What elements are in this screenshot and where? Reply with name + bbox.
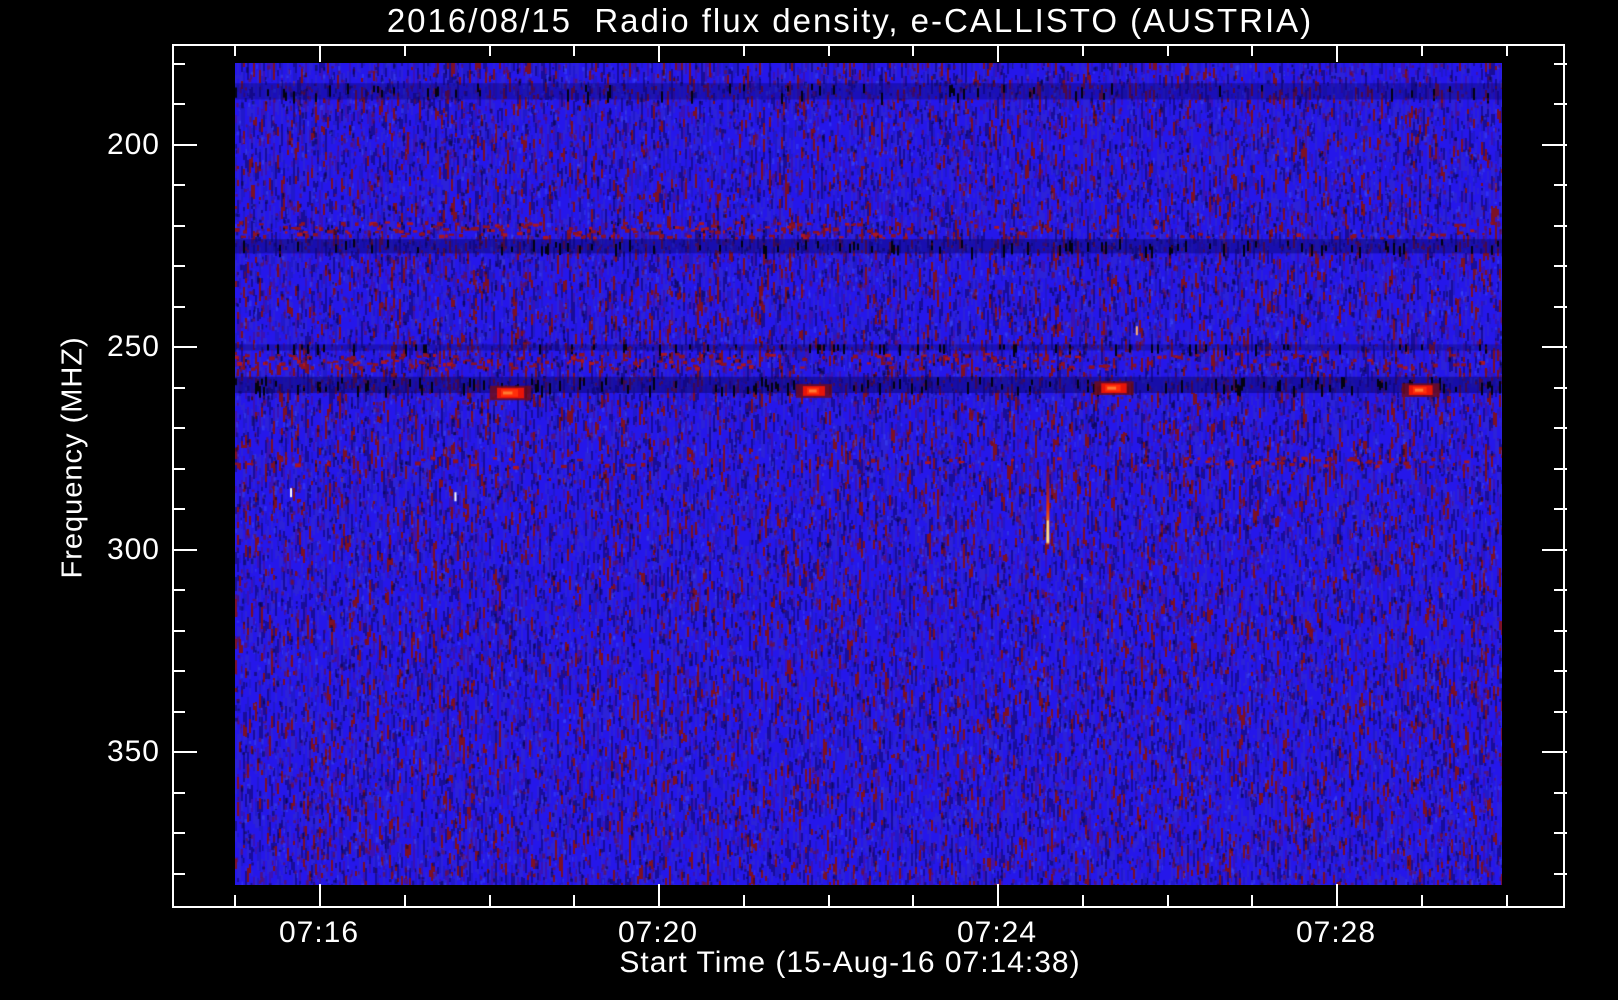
tick-mark [1167,895,1169,908]
x-tick-label: 07:28 [1295,916,1377,949]
tick-mark [828,44,830,56]
tick-mark [1554,103,1567,105]
tick-mark [1336,884,1338,908]
tick-mark [1554,630,1567,632]
tick-mark [573,895,575,908]
tick-mark [1167,44,1169,56]
tick-mark [1421,895,1423,908]
tick-mark [1554,873,1567,875]
tick-mark [997,884,999,908]
tick-mark [1421,44,1423,56]
tick-mark [658,884,660,908]
tick-mark [1554,184,1567,186]
tick-mark [172,549,197,551]
tick-mark [912,895,914,908]
tick-mark [172,346,197,348]
tick-mark [1554,670,1567,672]
tick-mark [658,44,660,62]
tick-mark [234,44,236,56]
y-axis-title: Frequency (MHZ) [56,336,89,579]
tick-mark [319,884,321,908]
tick-mark [1554,792,1567,794]
tick-mark [573,44,575,56]
tick-mark [172,225,185,227]
tick-mark [1506,895,1508,908]
y-tick-label: 200 [106,127,160,161]
tick-mark [1251,895,1253,908]
tick-mark [743,44,745,56]
tick-mark [1554,265,1567,267]
tick-mark [1542,346,1567,348]
y-tick-label: 350 [106,735,160,769]
tick-mark [489,44,491,56]
tick-mark [404,895,406,908]
tick-mark [1506,44,1508,56]
x-tick-label: 07:16 [278,916,360,949]
tick-mark [489,895,491,908]
tick-mark [172,468,185,470]
tick-mark [172,508,185,510]
tick-mark [172,103,185,105]
tick-mark [1542,751,1567,753]
tick-mark [172,630,185,632]
tick-mark [172,427,185,429]
tick-mark [1554,225,1567,227]
tick-mark [172,751,197,753]
spectrogram-canvas [235,63,1502,885]
tick-mark [997,44,999,62]
tick-mark [1554,63,1567,65]
tick-mark [172,711,185,713]
tick-mark [1554,427,1567,429]
tick-mark [172,589,185,591]
y-tick-label: 300 [106,532,160,566]
tick-mark [1082,44,1084,56]
tick-mark [912,44,914,56]
x-tick-label: 07:20 [617,916,699,949]
tick-mark [172,306,185,308]
y-tick-label: 250 [106,330,160,364]
tick-mark [172,184,185,186]
x-axis-title: Start Time (15-Aug-16 07:14:38) [619,946,1081,979]
tick-mark [172,265,185,267]
tick-mark [1554,832,1567,834]
tick-mark [404,44,406,56]
tick-mark [1542,144,1567,146]
tick-mark [319,44,321,62]
tick-mark [1542,549,1567,551]
tick-mark [828,895,830,908]
tick-mark [1251,44,1253,56]
tick-mark [1554,711,1567,713]
x-tick-label: 07:24 [956,916,1038,949]
tick-mark [743,895,745,908]
chart-title: 2016/08/15 Radio flux density, e-CALLIST… [386,2,1314,39]
tick-mark [1554,387,1567,389]
tick-mark [1554,468,1567,470]
tick-mark [172,387,185,389]
tick-mark [1554,589,1567,591]
tick-mark [234,895,236,908]
axes-frame [172,44,1565,908]
tick-mark [172,792,185,794]
tick-mark [1554,508,1567,510]
tick-mark [172,832,185,834]
tick-mark [172,670,185,672]
tick-mark [172,873,185,875]
tick-mark [1082,895,1084,908]
tick-mark [1554,306,1567,308]
tick-mark [172,144,197,146]
tick-mark [1336,44,1338,62]
tick-mark [172,63,185,65]
